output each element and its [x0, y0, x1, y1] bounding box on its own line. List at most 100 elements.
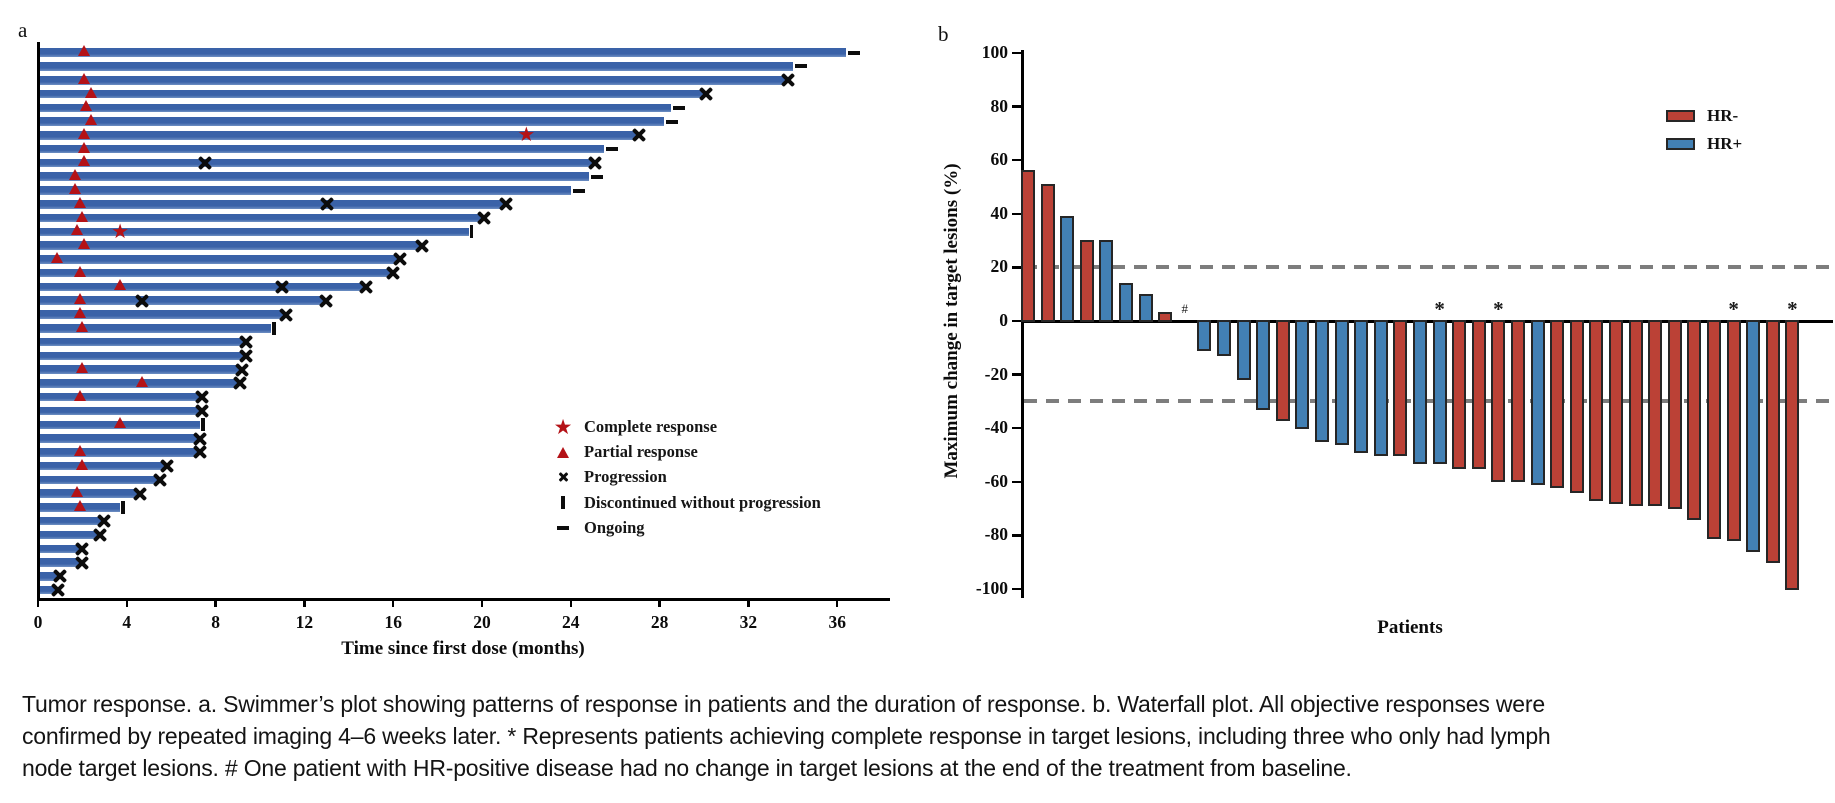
waterfall-bar: [1334, 319, 1349, 445]
partial-response-marker: [113, 279, 126, 291]
y-axis-tick: [1011, 105, 1021, 108]
swimmer-bar: [39, 48, 847, 57]
partial-response-marker: [71, 224, 84, 236]
swimmer-bar: [39, 392, 201, 402]
waterfall-bar: [1060, 215, 1075, 323]
partial-response-marker: [75, 210, 88, 222]
waterfall-bar: [1413, 319, 1427, 464]
x-axis-tick-label: 16: [384, 612, 402, 632]
waterfall-bar: [1432, 319, 1447, 464]
waterfall-bar: [1354, 319, 1369, 453]
y-axis-tick-label: 60: [990, 149, 1009, 170]
legend-label: Discontinued without progression: [584, 492, 821, 512]
progression-end-marker: [194, 403, 210, 419]
hr-positive-swatch: [1666, 138, 1695, 150]
waterfall-bar: [1511, 319, 1525, 483]
waterfall-bar: [1040, 183, 1055, 323]
progression-end-marker: [499, 197, 514, 212]
partial-response-marker: [78, 127, 91, 139]
x-axis-tick-label: 32: [739, 612, 758, 632]
y-axis-tick: [1011, 266, 1021, 269]
waterfall-bar: [1452, 319, 1467, 469]
progression-end-marker: [159, 459, 174, 474]
swimmer-bar: [39, 585, 56, 595]
x-axis-tick: [125, 598, 129, 607]
complete-response-marker: ★: [517, 122, 536, 147]
waterfall-bar: [1256, 319, 1271, 410]
swimmer-legend: ★ Complete response Partial response Pro…: [548, 414, 821, 541]
panel-b-label: b: [938, 22, 949, 46]
partial-response-marker: [73, 499, 86, 511]
legend-item-complete-response: ★ Complete response: [548, 414, 821, 439]
progression-end-marker: [392, 252, 407, 267]
progression-end-marker: [414, 238, 429, 253]
reference-line: [1024, 399, 1835, 404]
ongoing-marker: [672, 105, 685, 110]
progression-end-marker: [319, 293, 334, 308]
caption-line: node target lesions. # One patient with …: [22, 755, 1352, 781]
y-axis-tick-label: -100: [975, 578, 1008, 598]
x-axis-tick: [391, 598, 395, 607]
x-axis-tick: [303, 598, 306, 607]
swimmer-bar: [39, 89, 704, 99]
swimmer-bar: [39, 282, 365, 292]
partial-response-marker: [75, 458, 88, 470]
swimmer-bar: [39, 558, 81, 567]
progression-end-marker: [385, 266, 401, 281]
hr-negative-swatch: [1666, 110, 1695, 122]
progression-end-marker: [92, 527, 108, 543]
swimmer-bar: [39, 227, 469, 237]
waterfall-plot: b 100 80 60 40 20 0 -20 -40 -60 -80 -100 # * * * * Maxi…: [930, 0, 1835, 680]
y-axis-tick: [1011, 319, 1021, 323]
swimmer-bar: [39, 62, 793, 71]
x-axis-tick-label: 8: [211, 612, 220, 632]
ongoing-marker: [590, 174, 603, 179]
swimmer-bars-area: ★ ★ 0 4 8 12 16 20 24 28 32 36: [0, 0, 930, 680]
partial-response-marker: [73, 293, 86, 305]
swimmer-bar: [39, 103, 671, 113]
legend-label: HR+: [1707, 134, 1743, 153]
complete-response-star-icon: ★: [553, 414, 573, 439]
discontinued-marker: [201, 418, 205, 432]
waterfall-y-axis-line: [1020, 50, 1024, 598]
legend-label: Complete response: [584, 416, 718, 436]
waterfall-legend: HR- HR+: [1666, 102, 1742, 158]
progression-end-marker: [152, 472, 167, 487]
waterfall-bar: [1471, 319, 1486, 469]
discontinued-marker: [469, 225, 474, 239]
y-axis-tick-label: 80: [990, 95, 1009, 116]
x-axis-tick: [36, 598, 40, 607]
x-axis-tick-label: 24: [562, 612, 580, 632]
waterfall-bar: [1589, 319, 1604, 502]
ongoing-marker: [572, 188, 585, 193]
waterfall-bar: [1158, 312, 1173, 323]
partial-response-marker: [73, 196, 86, 208]
progression-marker: [275, 279, 290, 295]
y-axis-tick-label: 0: [999, 310, 1008, 330]
waterfall-bar: [1785, 319, 1800, 590]
swimmer-bar: [39, 324, 272, 333]
partial-response-marker: [75, 320, 88, 332]
complete-response-flag: *: [1728, 297, 1739, 321]
legend-label: Progression: [584, 467, 667, 487]
waterfall-bar: [1119, 282, 1133, 323]
y-axis-tick: [1011, 212, 1021, 216]
partial-response-marker: [80, 100, 93, 112]
x-axis-tick-label: 12: [295, 612, 314, 632]
progression-marker: [197, 155, 212, 171]
partial-response-marker: [84, 114, 97, 126]
legend-item-ongoing: Ongoing: [548, 516, 821, 541]
progression-end-marker: [234, 362, 250, 377]
figure-caption: Tumor response. a. Swimmer’s plot showin…: [22, 688, 1822, 784]
waterfall-bar: [1217, 319, 1231, 357]
swimmer-bar: [39, 337, 245, 347]
progression-end-marker: [279, 307, 294, 322]
x-axis-tick-label: 0: [33, 612, 43, 632]
y-axis-tick-label: -60: [984, 470, 1008, 491]
swimmer-bar: [39, 461, 165, 471]
progression-marker: [135, 293, 150, 308]
progression-end-marker: [632, 128, 647, 143]
ongoing-dash-icon: [557, 526, 569, 531]
progression-x-icon: [558, 472, 569, 483]
legend-label: HR-: [1707, 106, 1739, 125]
